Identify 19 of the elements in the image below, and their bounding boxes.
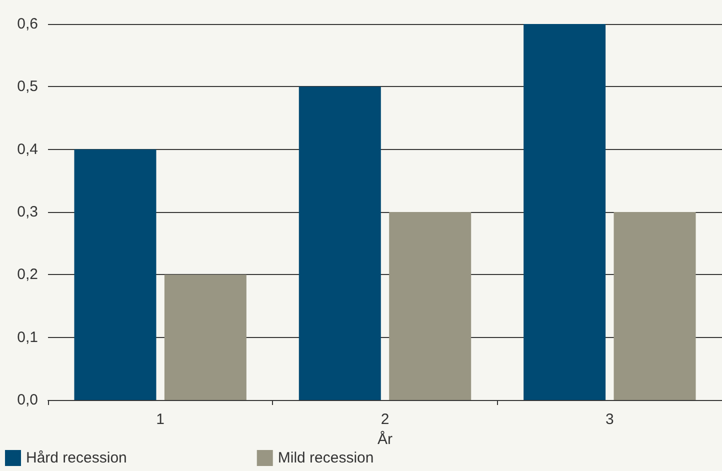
x-tick-label: 1 (156, 411, 165, 428)
y-tick-label: 0,6 (17, 16, 38, 32)
y-tick-label: 0,4 (17, 140, 38, 158)
y-tick-label: 0,3 (17, 204, 38, 220)
bar (298, 86, 381, 400)
y-tick-label: 0,1 (17, 328, 38, 346)
y-tick-label: 0,2 (17, 266, 38, 284)
y-tick-label: 0,5 (17, 78, 38, 96)
x-axis-title: År (378, 430, 393, 448)
x-tick-label: 2 (380, 411, 390, 428)
legend-label: Hård recession (26, 450, 127, 466)
bar (389, 212, 472, 400)
bar (164, 274, 246, 400)
bar (74, 149, 156, 400)
y-tick-label: 0,0 (17, 392, 38, 408)
bar (614, 212, 696, 400)
x-tick-label: 3 (605, 411, 614, 428)
bar (524, 24, 606, 400)
legend-label: Mild recession (278, 450, 374, 466)
